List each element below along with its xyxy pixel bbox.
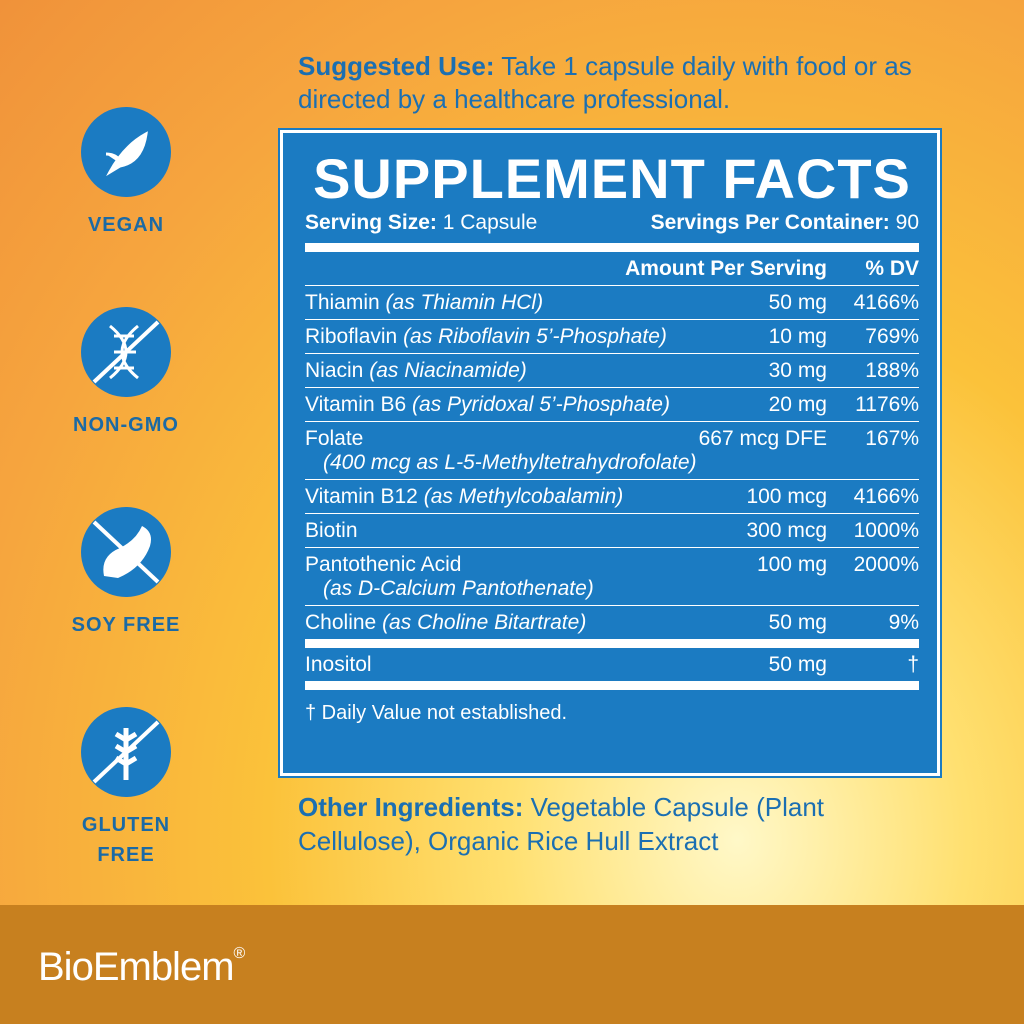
nutrient-amount: 100 mcg (746, 485, 827, 508)
nutrient-row: Choline (as Choline Bitartrate) 50 mg 9% (305, 606, 919, 648)
nutrient-cell: Vitamin B6 (as Pyridoxal 5’-Phosphate) (305, 393, 769, 417)
gluten-free-icon (81, 707, 171, 797)
other-ingredients-text: Vegetable Capsule (Plant Cellulose), Org… (298, 792, 825, 856)
servings-value: 90 (895, 211, 919, 234)
nutrient-cell: Folate (400 mcg as L-5-Methyltetrahydrof… (305, 427, 699, 475)
footnote: † Daily Value not established. (305, 702, 568, 724)
nutrient-dv: 167% (865, 427, 919, 450)
badge: NON-GMO (66, 306, 186, 440)
nutrient-cell: Choline (as Choline Bitartrate) (305, 611, 769, 635)
nutrient-row: Riboflavin (as Riboflavin 5’-Phosphate) 1… (305, 320, 919, 354)
nutrient-row: Niacin (as Niacinamide) 30 mg 188% (305, 354, 919, 388)
nutrient-amount: 100 mg (756, 553, 827, 576)
nutrient-name: Vitamin B6 (305, 393, 407, 416)
nutrient-row: Pantothenic Acid (as D-Calcium Pantothen… (305, 548, 919, 606)
nutrient-name: Pantothenic Acid (305, 553, 462, 576)
nutrient-name: Choline (305, 611, 377, 634)
nutrient-dv: 2000% (853, 553, 919, 576)
nutrient-amount: 30 mg (768, 359, 827, 382)
other-ingredients-label: Other Ingredients: (298, 792, 524, 822)
badge: VEGAN (66, 106, 186, 240)
nutrient-amount: 50 mg (768, 291, 827, 314)
nutrient-name: Niacin (305, 359, 364, 382)
facts-rows: Thiamin (as Thiamin HCl) 50 mg 4166% Ribofl… (305, 286, 919, 690)
nutrient-dv: 188% (865, 359, 919, 382)
nutrient-source: (as Niacinamide) (369, 359, 527, 382)
nutrient-source: (as Choline Bitartrate) (382, 611, 587, 634)
nutrient-name: Inositol (305, 653, 372, 676)
badge: GLUTEN FREE (71, 706, 181, 870)
nutrient-cell: Thiamin (as Thiamin HCl) (305, 291, 769, 315)
amount-header: Amount Per Serving (625, 257, 827, 280)
badge-label: GLUTEN FREE (81, 814, 171, 866)
suggested-use: Suggested Use: Take 1 capsule daily with… (298, 50, 938, 116)
nutrient-amount: 50 mg (768, 653, 827, 676)
nutrient-cell: Riboflavin (as Riboflavin 5’-Phosphate) (305, 325, 769, 349)
nutrient-dv: 9% (888, 611, 919, 634)
nutrient-name: Thiamin (305, 291, 380, 314)
suggested-use-label: Suggested Use: (298, 51, 495, 81)
non-gmo-icon (81, 307, 171, 397)
badge-label: NON-GMO (73, 414, 179, 436)
badge: SOY FREE (66, 506, 186, 640)
nutrient-source: (as Pyridoxal 5’-Phosphate) (412, 393, 670, 416)
nutrient-row: Vitamin B6 (as Pyridoxal 5’-Phosphate) 20… (305, 388, 919, 422)
nutrient-cell: Pantothenic Acid (as D-Calcium Pantothen… (305, 553, 757, 601)
nutrient-amount: 50 mg (768, 611, 827, 634)
nutrient-dv: 1000% (853, 519, 919, 542)
dv-header: % DV (865, 257, 919, 280)
nutrient-source: (as Riboflavin 5’-Phosphate) (403, 325, 667, 348)
badge-label: SOY FREE (71, 614, 181, 636)
nutrient-cell: Biotin (305, 519, 746, 543)
brand-mark: ® (233, 945, 246, 962)
nutrient-amount: 20 mg (768, 393, 827, 416)
brand-name: BioEmblem (38, 945, 235, 989)
nutrient-source: (400 mcg as L-5-Methyltetrahydrofolate) (323, 451, 697, 474)
nutrient-dv: 1176% (855, 393, 919, 416)
nutrient-dv: 769% (865, 325, 919, 348)
badge-label: VEGAN (87, 214, 165, 236)
nutrient-source: (as Thiamin HCl) (385, 291, 544, 314)
nutrient-amount: 667 mcg DFE (698, 427, 827, 450)
nutrient-cell: Inositol (305, 653, 769, 677)
serving-line: Serving Size: 1 Capsule Servings Per Con… (305, 211, 919, 252)
serving-size-label: Serving Size: (305, 211, 437, 234)
facts-title: SUPPLEMENT FACTS (313, 147, 911, 210)
nutrient-dv: 4166% (853, 291, 919, 314)
nutrient-row: Thiamin (as Thiamin HCl) 50 mg 4166% (305, 286, 919, 320)
nutrient-row: Biotin 300 mcg 1000% (305, 514, 919, 548)
header-row: Amount Per Serving % DV (305, 252, 919, 286)
nutrient-row: Inositol 50 mg † (305, 648, 919, 690)
nutrient-name: Vitamin B12 (305, 485, 418, 508)
nutrient-name: Folate (305, 427, 364, 450)
nutrient-name: Biotin (305, 519, 358, 542)
suggested-use-text: Take 1 capsule daily with food or as dir… (298, 51, 912, 114)
nutrient-row: Vitamin B12 (as Methylcobalamin) 100 mcg 4… (305, 480, 919, 514)
nutrient-dv: 4166% (853, 485, 919, 508)
servings: Servings Per Container: 90 (651, 211, 919, 235)
supplement-facts: SUPPLEMENT FACTS Serving Size: 1 Capsule… (278, 128, 942, 778)
other-ingredients: Other Ingredients: Vegetable Capsule (Pl… (298, 790, 938, 858)
vegan-icon (81, 107, 171, 197)
nutrient-name: Riboflavin (305, 325, 398, 348)
serving-size: Serving Size: 1 Capsule (305, 211, 537, 235)
soy-free-icon (81, 507, 171, 597)
nutrient-source: (as Methylcobalamin) (423, 485, 624, 508)
nutrient-amount: 10 mg (768, 325, 827, 348)
servings-label: Servings Per Container: (650, 211, 890, 234)
serving-size-value: 1 Capsule (442, 211, 538, 234)
brand: BioEmblem® (38, 945, 246, 990)
brand-band (0, 905, 1024, 1024)
nutrient-amount: 300 mcg (746, 519, 827, 542)
nutrient-cell: Niacin (as Niacinamide) (305, 359, 769, 383)
nutrient-dv: † (907, 653, 919, 676)
nutrient-source: (as D-Calcium Pantothenate) (323, 577, 594, 600)
nutrient-cell: Vitamin B12 (as Methylcobalamin) (305, 485, 746, 509)
nutrient-row: Folate (400 mcg as L-5-Methyltetrahydrof… (305, 422, 919, 480)
